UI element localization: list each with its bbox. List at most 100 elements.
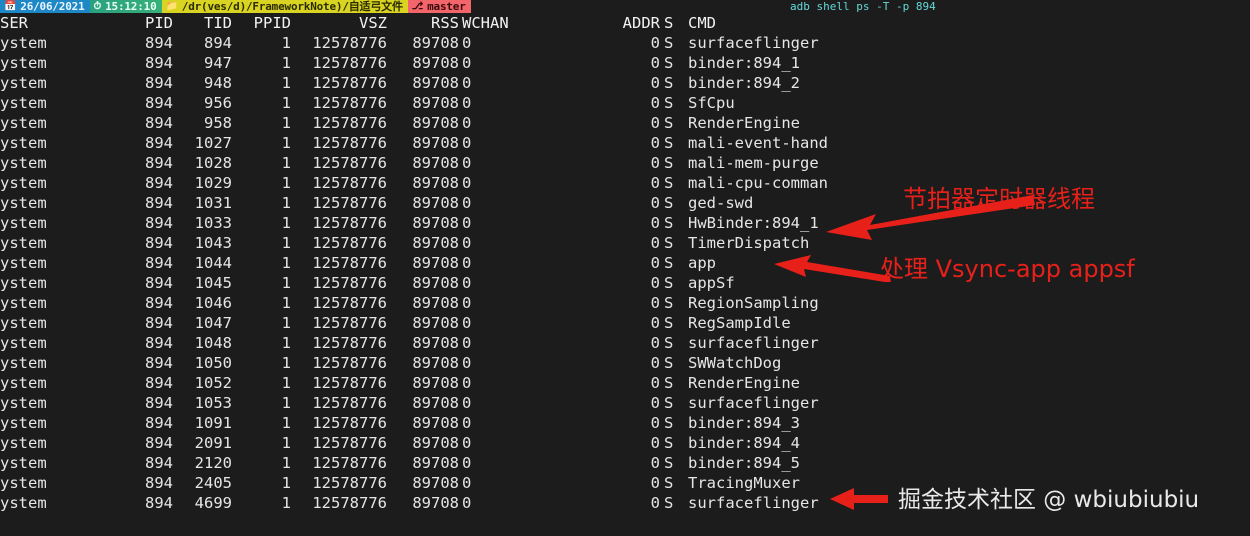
cell-tid: 1031: [194, 194, 232, 212]
cell-ppid: 1: [281, 234, 291, 252]
cell-ppid: 1: [281, 474, 291, 492]
cell-user: ystem: [0, 254, 47, 272]
cell-cmd: TracingMuxer: [688, 474, 800, 492]
cell-wchan: 0: [462, 214, 472, 232]
cell-user: ystem: [0, 74, 47, 92]
header-user: SER: [0, 14, 28, 32]
cell-tid: 1053: [194, 394, 232, 412]
cell-addr: 0: [650, 434, 660, 452]
statusbar-path-text: /dr(ves/d)/FrameworkNote)/自适弓文件: [181, 0, 403, 13]
cell-pid: 894: [145, 414, 173, 432]
cell-user: ystem: [0, 314, 47, 332]
cell-pid: 894: [145, 34, 173, 52]
cell-addr: 0: [650, 174, 660, 192]
cell-tid: 1044: [194, 254, 232, 272]
cell-rss: 89708: [412, 274, 459, 292]
cell-pid: 894: [145, 494, 173, 512]
cell-cmd: binder:894_4: [688, 434, 800, 452]
cell-addr: 0: [650, 254, 660, 272]
table-row: ystem 894 1046 1 12578776 89708 0 0 S RegionSampl…: [0, 293, 1250, 313]
cell-user: ystem: [0, 234, 47, 252]
cell-user: ystem: [0, 134, 47, 152]
cell-tid: 1027: [194, 134, 232, 152]
cell-addr: 0: [650, 74, 660, 92]
header-rss: RSS: [431, 14, 459, 32]
cell-pid: 894: [145, 134, 173, 152]
cell-s: S: [664, 294, 674, 312]
cell-user: ystem: [0, 194, 47, 212]
clock-icon: ⏱: [93, 1, 102, 12]
cell-pid: 894: [145, 214, 173, 232]
cell-rss: 89708: [412, 34, 459, 52]
cell-ppid: 1: [281, 374, 291, 392]
cell-vsz: 12578776: [312, 274, 387, 292]
cell-addr: 0: [650, 214, 660, 232]
cell-wchan: 0: [462, 334, 472, 352]
cell-vsz: 12578776: [312, 294, 387, 312]
cell-cmd: surfaceflinger: [688, 394, 819, 412]
cell-addr: 0: [650, 454, 660, 472]
cell-tid: 956: [204, 94, 232, 112]
cell-ppid: 1: [281, 214, 291, 232]
cell-ppid: 1: [281, 294, 291, 312]
cell-vsz: 12578776: [312, 154, 387, 172]
cell-cmd: RenderEngine: [688, 114, 800, 132]
cell-wchan: 0: [462, 114, 472, 132]
cell-addr: 0: [650, 114, 660, 132]
cell-ppid: 1: [281, 254, 291, 272]
cell-pid: 894: [145, 234, 173, 252]
cell-wchan: 0: [462, 474, 472, 492]
statusbar-date-segment: 📅 26/06/2021: [0, 0, 90, 13]
cell-cmd: surfaceflinger: [688, 34, 819, 52]
cell-s: S: [664, 134, 674, 152]
cell-vsz: 12578776: [312, 74, 387, 92]
cell-cmd: app: [688, 254, 716, 272]
cell-addr: 0: [650, 294, 660, 312]
cell-pid: 894: [145, 314, 173, 332]
cell-pid: 894: [145, 94, 173, 112]
cell-cmd: binder:894_5: [688, 454, 800, 472]
cell-rss: 89708: [412, 334, 459, 352]
cell-wchan: 0: [462, 374, 472, 392]
watermark-text: 掘金技术社区 @ wbiubiubiu: [898, 487, 1200, 513]
cell-user: ystem: [0, 414, 47, 432]
cell-ppid: 1: [281, 154, 291, 172]
header-wchan: WCHAN: [462, 14, 509, 32]
cell-s: S: [664, 334, 674, 352]
cell-s: S: [664, 454, 674, 472]
cell-wchan: 0: [462, 94, 472, 112]
cell-user: ystem: [0, 94, 47, 112]
cell-addr: 0: [650, 374, 660, 392]
cell-s: S: [664, 494, 674, 512]
cell-pid: 894: [145, 74, 173, 92]
cell-cmd: binder:894_1: [688, 54, 800, 72]
cell-pid: 894: [145, 394, 173, 412]
header-ppid: PPID: [253, 14, 291, 32]
git-branch-icon: ⎇: [411, 1, 424, 12]
cell-addr: 0: [650, 54, 660, 72]
cell-tid: 1048: [194, 334, 232, 352]
cell-cmd: SWWatchDog: [688, 354, 782, 372]
cell-addr: 0: [650, 474, 660, 492]
cell-vsz: 12578776: [312, 214, 387, 232]
cell-s: S: [664, 94, 674, 112]
table-row: ystem 894 1033 1 12578776 89708 0 0 S HwBinder:89…: [0, 213, 1250, 233]
cell-s: S: [664, 474, 674, 492]
cell-wchan: 0: [462, 134, 472, 152]
cell-wchan: 0: [462, 294, 472, 312]
cell-user: ystem: [0, 274, 47, 292]
cell-tid: 1050: [194, 354, 232, 372]
cell-wchan: 0: [462, 154, 472, 172]
cell-rss: 89708: [412, 94, 459, 112]
cell-wchan: 0: [462, 74, 472, 92]
cell-s: S: [664, 174, 674, 192]
cell-user: ystem: [0, 474, 47, 492]
cell-pid: 894: [145, 194, 173, 212]
cell-rss: 89708: [412, 414, 459, 432]
